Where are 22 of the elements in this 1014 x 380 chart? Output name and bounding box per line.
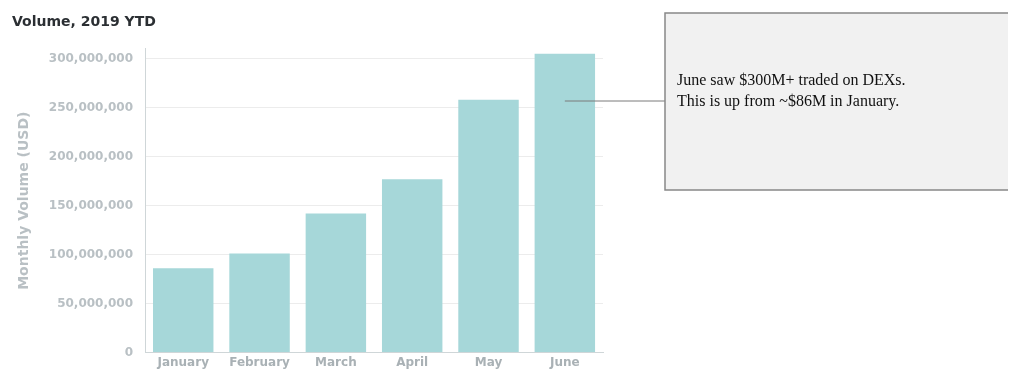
bar (381, 179, 443, 353)
bar (229, 253, 290, 353)
x-tick-label: February (229, 354, 291, 369)
x-tick-label: January (156, 354, 210, 369)
y-tick-label: 200,000,000 (48, 148, 134, 163)
y-tick-label: 300,000,000 (48, 50, 134, 65)
y-tick-label: 150,000,000 (48, 197, 134, 212)
y-tick-label: 100,000,000 (48, 246, 134, 261)
x-tick-label: March (315, 354, 357, 369)
bar (153, 268, 214, 353)
x-tick-label: June (548, 354, 580, 369)
bar (305, 213, 367, 353)
y-tick-label: 0 (124, 344, 134, 359)
y-tick-label: 50,000,000 (57, 295, 134, 310)
bar (534, 53, 596, 353)
text: June saw $300M+ traded on DEXs. This is up from ~$86M in January. (677, 71, 906, 110)
x-tick-label: April (396, 354, 429, 369)
x-tick-label: May (474, 354, 503, 369)
y-tick-label: 250,000,000 (48, 99, 134, 114)
chart-title: Volume, 2019 YTD (12, 13, 156, 30)
y-axis-title: Monthly Volume (USD) (15, 111, 32, 290)
bar (458, 99, 519, 353)
